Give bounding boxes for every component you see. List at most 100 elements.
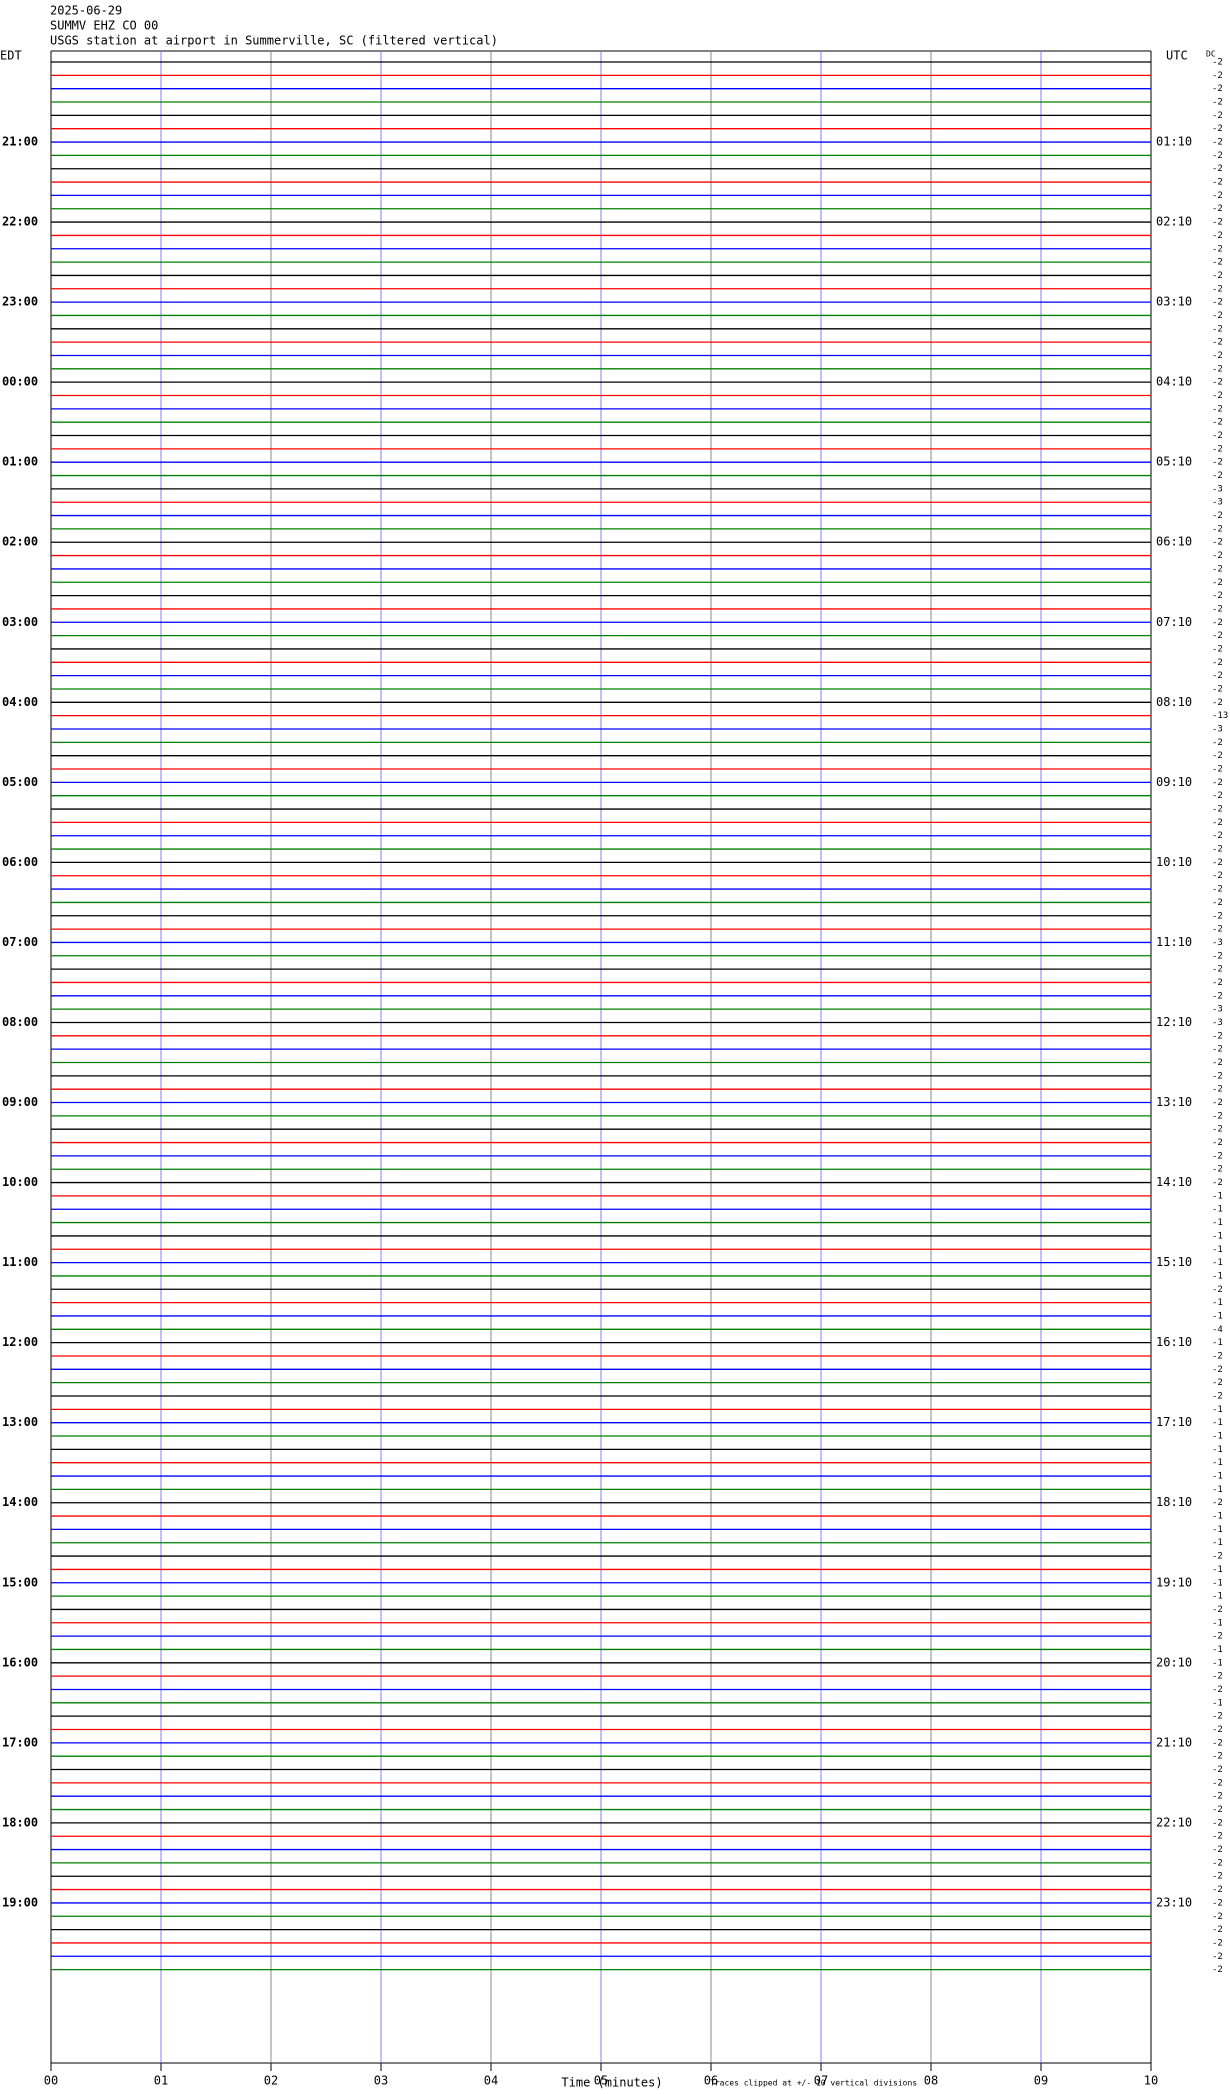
utc-label: 10:10 (1156, 855, 1192, 869)
scale-value: -2 (1212, 151, 1223, 161)
scale-value: -2 (1212, 1378, 1223, 1388)
scale-value: -1 (1212, 1472, 1223, 1482)
scale-value: -2 (1212, 1165, 1223, 1175)
utc-label: 12:10 (1156, 1015, 1192, 1029)
scale-value: -2 (1212, 1778, 1223, 1788)
utc-label: 22:10 (1156, 1815, 1192, 1829)
scale-value: -2 (1212, 658, 1223, 668)
scale-value: -2 (1212, 604, 1223, 614)
scale-value: -2 (1212, 258, 1223, 268)
scale-value: -1 (1212, 1458, 1223, 1468)
scale-value: -2 (1212, 618, 1223, 628)
scale-value: -2 (1212, 805, 1223, 815)
scale-value: -2 (1212, 1058, 1223, 1068)
edt-label: 23:00 (2, 295, 38, 309)
scale-value: -2 (1212, 404, 1223, 414)
scale-value: -2 (1212, 1965, 1223, 1975)
scale-value: -2 (1212, 444, 1223, 454)
utc-label: 19:10 (1156, 1575, 1192, 1589)
scale-value: -2 (1212, 925, 1223, 935)
scale-value: -1 (1212, 1592, 1223, 1602)
scale-value: -2 (1212, 378, 1223, 388)
scale-value: -2 (1212, 271, 1223, 281)
edt-label: 07:00 (2, 935, 38, 949)
scale-value: -2 (1212, 1392, 1223, 1402)
scale-value: -1 (1212, 1191, 1223, 1201)
edt-label: 04:00 (2, 695, 38, 709)
scale-value: -3 (1212, 1005, 1223, 1015)
scale-value: -1 (1212, 1298, 1223, 1308)
scale-value: -2 (1212, 644, 1223, 654)
scale-value: -3 (1212, 725, 1223, 735)
edt-label: 03:00 (2, 615, 38, 629)
station: SUMMV EHZ CO 00 (50, 19, 158, 33)
utc-label: 20:10 (1156, 1655, 1192, 1669)
x-tick-label: 02 (264, 2074, 278, 2088)
utc-label: 01:10 (1156, 135, 1192, 149)
x-tick-label: 07 (814, 2074, 828, 2088)
edt-label: 10:00 (2, 1175, 38, 1189)
scale-value: -2 (1212, 1952, 1223, 1962)
scale-value: -2 (1212, 671, 1223, 681)
scale-value: -2 (1212, 298, 1223, 308)
scale-value: -2 (1212, 364, 1223, 374)
footnote: Traces clipped at +/- 10 vertical divisi… (710, 2079, 917, 2088)
scale-value: -2 (1212, 471, 1223, 481)
scale-value: -2 (1212, 524, 1223, 534)
scale-value: -1 (1212, 1658, 1223, 1668)
edt-label: 15:00 (2, 1575, 38, 1589)
scale-value: -2 (1212, 58, 1223, 68)
scale-value: -2 (1212, 564, 1223, 574)
scale-value: -2 (1212, 138, 1223, 148)
utc-label: 11:10 (1156, 935, 1192, 949)
scale-value: -2 (1212, 871, 1223, 881)
scale-value: -2 (1212, 431, 1223, 441)
edt-label: 14:00 (2, 1495, 38, 1509)
scale-value: -1 (1212, 1271, 1223, 1281)
scale-value: -2 (1212, 1138, 1223, 1148)
scale-value: -2 (1212, 818, 1223, 828)
scale-value: -2 (1212, 1045, 1223, 1055)
scale-value: -2 (1212, 244, 1223, 254)
scale-value: -2 (1212, 1672, 1223, 1682)
scale-value: -2 (1212, 324, 1223, 334)
scale-value: -2 (1212, 1845, 1223, 1855)
x-tick-label: 10 (1144, 2074, 1158, 2088)
scale-value: -2 (1212, 1031, 1223, 1041)
scale-value: -2 (1212, 1552, 1223, 1562)
scale-value: -2 (1212, 845, 1223, 855)
date: 2025-06-29 (50, 4, 122, 18)
scale-value: -1 (1212, 1418, 1223, 1428)
scale-value: -2 (1212, 1725, 1223, 1735)
scale-value: -3 (1212, 484, 1223, 494)
scale-value: -2 (1212, 765, 1223, 775)
edt-label: 01:00 (2, 455, 38, 469)
scale-value: -2 (1212, 311, 1223, 321)
scale-value: -2 (1212, 191, 1223, 201)
edt-label: 09:00 (2, 1095, 38, 1109)
x-tick-label: 00 (44, 2074, 58, 2088)
scale-value: -2 (1212, 1925, 1223, 1935)
scale-value: -2 (1212, 1912, 1223, 1922)
scale-value: -2 (1212, 698, 1223, 708)
scale-header: DC (1206, 50, 1216, 59)
utc-label: 05:10 (1156, 455, 1192, 469)
edt-label: 02:00 (2, 535, 38, 549)
scale-value: -3 (1212, 1018, 1223, 1028)
right-zone: UTC (1166, 49, 1188, 63)
scale-value: -1 (1212, 1512, 1223, 1522)
scale-value: -2 (1212, 898, 1223, 908)
scale-value: -1 (1212, 1258, 1223, 1268)
scale-value: -2 (1212, 1098, 1223, 1108)
edt-label: 19:00 (2, 1895, 38, 1909)
scale-value: -1 (1212, 1538, 1223, 1548)
scale-value: -2 (1212, 591, 1223, 601)
scale-value: -2 (1212, 738, 1223, 748)
utc-label: 18:10 (1156, 1495, 1192, 1509)
scale-value: -2 (1212, 124, 1223, 134)
chart-title: USGS station at airport in Summerville, … (50, 34, 498, 48)
edt-label: 12:00 (2, 1335, 38, 1349)
scale-value: -2 (1212, 1752, 1223, 1762)
scale-value: -1 (1212, 1432, 1223, 1442)
